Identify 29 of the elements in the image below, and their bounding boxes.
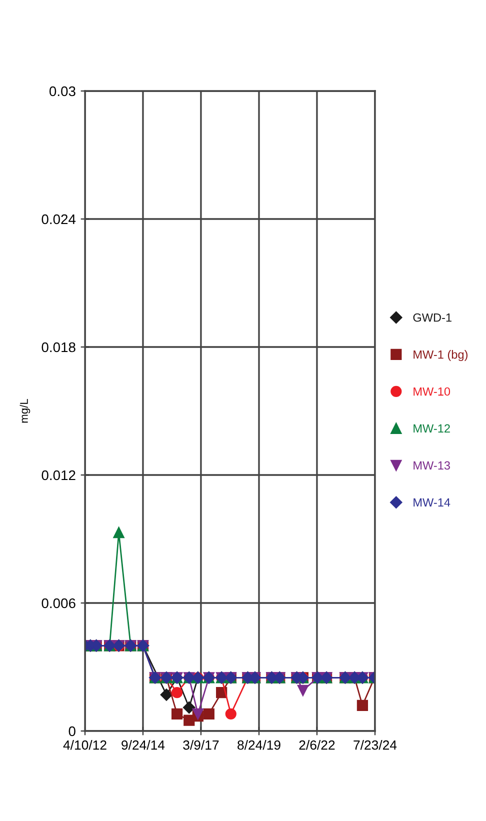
- legend-label: MW-12: [414, 424, 450, 433]
- x-tick-label: 3/9/17: [183, 740, 219, 750]
- point: [183, 701, 196, 714]
- y-tick-label: 0.03: [49, 86, 76, 96]
- point: [203, 708, 214, 720]
- y-tick-label: 0.018: [42, 342, 76, 352]
- point: [171, 708, 183, 720]
- point: [171, 687, 183, 698]
- y-tick-label: 0.006: [42, 598, 76, 608]
- legend-label: MW-10: [414, 387, 450, 396]
- legend-label: GWD-1: [413, 313, 452, 322]
- x-tick-label: 4/10/12: [63, 740, 106, 750]
- y-axis-title: mg/L: [20, 399, 30, 423]
- point: [356, 700, 368, 711]
- y-tick-label: 0: [68, 726, 76, 736]
- point: [225, 708, 236, 720]
- x-tick-label: 9/24/14: [122, 740, 165, 750]
- point: [192, 708, 204, 720]
- x-tick-label: 2/6/22: [299, 740, 335, 750]
- legend-label: MW-14: [414, 498, 450, 506]
- legend-label: MW-1 (bg): [414, 350, 468, 362]
- point: [113, 527, 124, 538]
- point: [297, 684, 308, 696]
- x-tick-label: 8/24/19: [238, 740, 280, 750]
- point: [160, 688, 173, 701]
- x-tick-label: 7/23/24: [354, 740, 397, 750]
- legend-label: MW-13: [414, 461, 450, 470]
- y-tick-label: 0.024: [42, 214, 76, 224]
- y-tick-label: 0.012: [42, 470, 76, 480]
